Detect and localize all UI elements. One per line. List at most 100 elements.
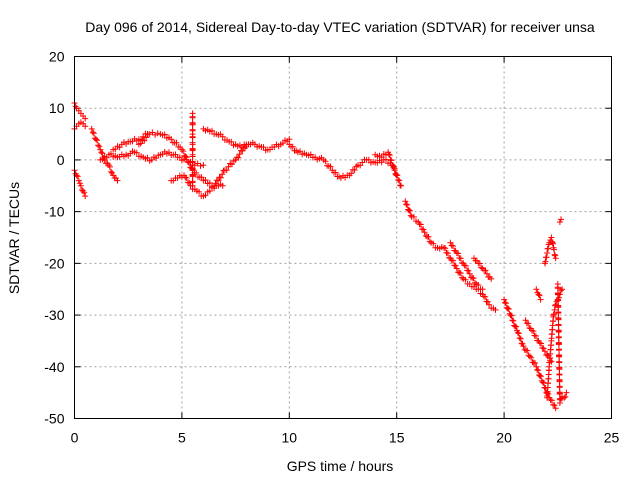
data-point-marker [556,219,563,225]
data-point-marker [482,293,489,300]
data-point-marker [535,291,542,298]
data-point-marker [110,172,117,179]
y-tick-labels: -50 -40 -30 -20 -10 0 10 20 [44,49,64,427]
data-point-marker [542,258,549,265]
data-point-marker [528,354,535,361]
data-point-marker [442,245,449,252]
data-point-marker [403,201,410,208]
data-point-marker [81,189,88,196]
data-point-marker [514,329,521,336]
data-point-marker [543,254,550,261]
data-point-marker [539,379,546,386]
y-tick-label: 20 [49,49,65,65]
data-point-marker [552,255,559,262]
data-point-marker [535,367,542,374]
data-point-marker [420,226,427,233]
data-point-marker [154,130,161,137]
data-point-marker [183,154,190,161]
data-point-marker [387,156,394,163]
y-axis-label: SDTVAR / TECUs [6,182,22,294]
data-point-marker [82,193,89,200]
data-point-marker [502,300,509,307]
data-point-marker [97,146,104,153]
x-tick-label: 25 [604,430,620,446]
data-point-marker [533,286,540,293]
data-point-marker [95,142,102,149]
data-point-marker [406,207,413,214]
data-point-marker [475,282,482,288]
data-point-marker [483,270,490,277]
data-point-marker [143,134,150,141]
data-point-marker [225,163,232,170]
data-point-marker [93,136,99,143]
data-point-marker [556,400,563,406]
data-point-marker [465,267,472,274]
data-point-marker [183,175,190,181]
data-point-marker [561,394,568,401]
data-point-marker [558,287,564,294]
data-point-marker [452,262,459,269]
data-point-marker [545,245,552,252]
data-point-marker [219,133,226,140]
data-point-marker [393,171,400,178]
y-tick-label: -30 [44,307,64,323]
data-point-marker [462,262,469,269]
data-point-marker [209,127,215,134]
data-point-marker [396,177,403,184]
data-point-marker [530,328,537,335]
data-point-marker [558,216,564,223]
data-point-marker [173,139,180,146]
data-point-marker [289,143,296,150]
data-point-marker [430,240,437,247]
data-point-marker [505,306,512,312]
data-point-marker [133,149,140,156]
data-point-marker [484,298,491,305]
data-point-marker [391,167,398,174]
data-point-marker [223,167,230,174]
data-point-marker [537,373,544,380]
data-point-marker [486,301,493,308]
data-point-marker [378,154,385,161]
data-point-marker [144,154,151,161]
data-point-marker [198,174,205,181]
data-point-marker [202,177,209,183]
data-point-marker [563,389,570,396]
data-point-marker [516,335,523,341]
data-point-marker [108,150,114,157]
data-point-marker [447,239,454,246]
data-point-marker [217,174,224,181]
data-point-marker [161,131,168,138]
data-point-marker [476,260,483,267]
data-point-marker [551,402,558,409]
data-point-marker [297,148,303,155]
data-point-marker [462,276,469,283]
data-point-marker [286,136,293,143]
data-point-marker [395,176,402,183]
data-point-marker [407,212,414,219]
data-point-marker [479,286,486,293]
data-point-marker [96,143,103,150]
y-tick-label: 10 [49,100,65,116]
data-point-marker [478,264,485,271]
data-point-marker [552,252,559,259]
data-point-marker [512,323,519,330]
data-point-marker [182,153,189,160]
data-point-marker [453,265,460,272]
data-point-marker [74,173,81,180]
data-point-marker [444,250,451,257]
data-point-marker [137,140,144,147]
data-point-marker [406,207,412,214]
grid-lines [74,56,612,419]
data-point-marker [471,279,478,286]
data-point-marker [75,177,82,184]
data-point-marker [410,213,417,220]
data-point-marker [180,148,187,155]
data-point-marker [507,312,514,319]
data-point-marker [538,340,544,347]
data-point-marker [82,115,89,122]
axis-ticks [74,56,612,419]
data-point-marker [559,286,566,293]
data-point-marker [235,154,242,161]
y-tick-label: -50 [44,411,64,427]
